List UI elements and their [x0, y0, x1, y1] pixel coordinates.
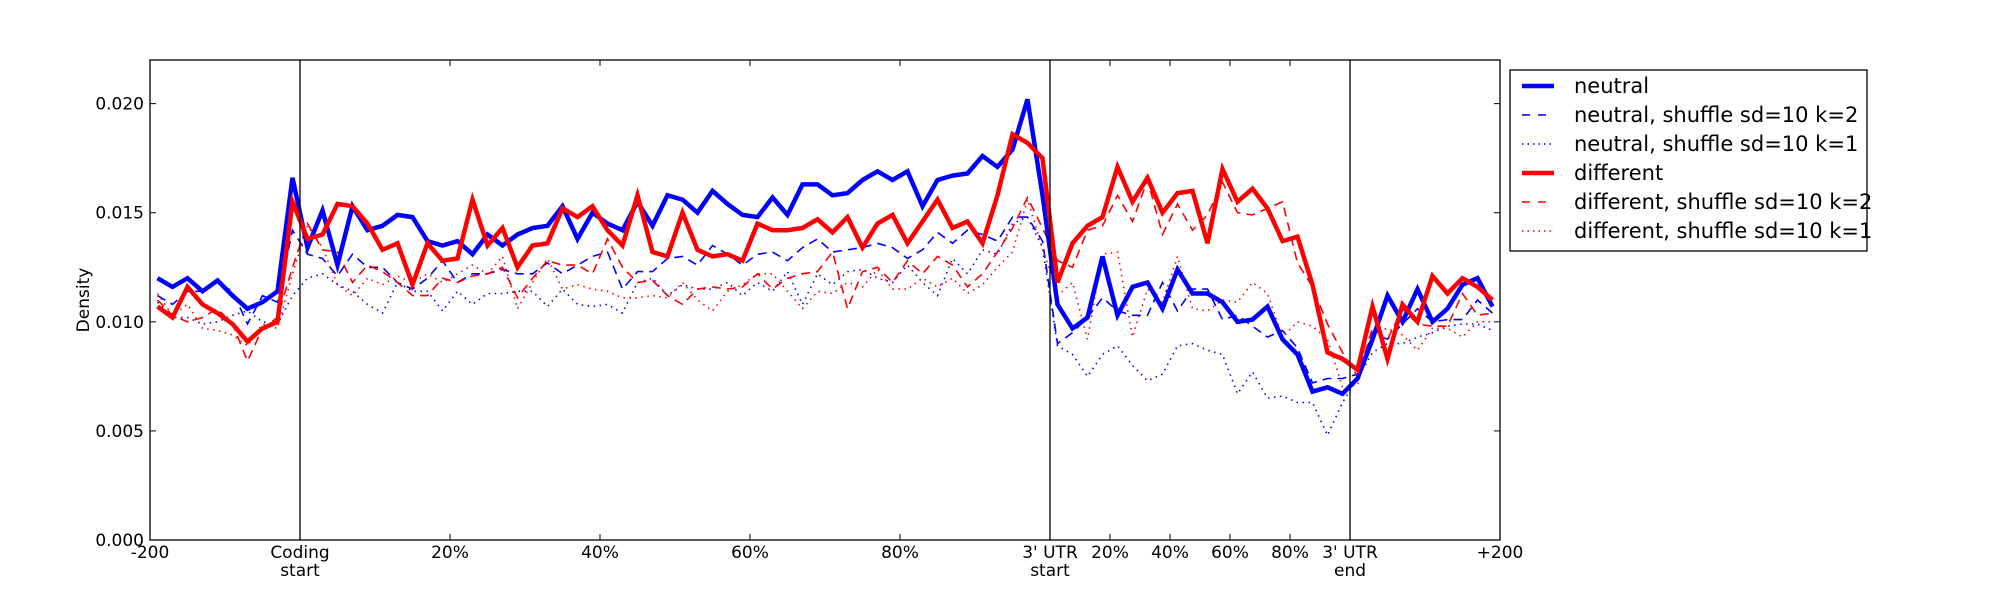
x-tick-label-line: 20% — [431, 543, 469, 563]
y-tick-label: 0.020 — [95, 95, 144, 115]
legend-entry: different, shuffle sd=10 k=2 — [1522, 190, 1872, 214]
legend-label: neutral, shuffle sd=10 k=2 — [1574, 103, 1858, 127]
legend-label: neutral — [1574, 74, 1649, 98]
x-tick-label: 3' UTR end — [1322, 543, 1378, 581]
y-tick-label: 0.015 — [95, 204, 144, 224]
series-line-3 — [156, 130, 1494, 374]
x-tick-label: -200 — [131, 543, 170, 563]
x-tick-label-line: Coding — [270, 543, 329, 563]
series-line-2 — [156, 216, 1493, 438]
series-line-5 — [156, 196, 1493, 389]
series-line-1 — [157, 216, 1494, 384]
x-tick-label-line: start — [1030, 561, 1070, 581]
y-axis-label: Density — [74, 268, 94, 333]
x-tick-label: 20% — [1091, 543, 1129, 563]
legend-entry: neutral — [1522, 74, 1649, 98]
x-tick-label-line: end — [1334, 561, 1366, 581]
x-tick-label-line: 3' UTR — [1322, 543, 1378, 563]
y-tick-label: 0.000 — [95, 531, 144, 551]
y-tick-label: 0.010 — [95, 313, 144, 333]
x-tick-label-line: 3' UTR — [1022, 543, 1078, 563]
x-tick-label-line: 40% — [1151, 543, 1189, 563]
x-tick-label: 40% — [1151, 543, 1189, 563]
series-layer — [156, 98, 1495, 438]
x-tick-label: 60% — [731, 543, 769, 563]
legend-entry: neutral, shuffle sd=10 k=1 — [1522, 132, 1858, 156]
x-tick-label-line: 80% — [881, 543, 919, 563]
legend-box — [1509, 69, 1868, 252]
legend-entry: neutral, shuffle sd=10 k=2 — [1522, 103, 1858, 127]
y-tick-label: 0.005 — [95, 422, 144, 442]
legend-label: different — [1574, 161, 1663, 185]
x-tick-label-line: 40% — [581, 543, 619, 563]
x-tick-label-line: -200 — [131, 543, 170, 563]
legend-entry: different — [1522, 161, 1663, 185]
x-tick-label-line: 80% — [1271, 543, 1309, 563]
x-tick-label-line: 60% — [1211, 543, 1249, 563]
legend-label: neutral, shuffle sd=10 k=1 — [1574, 132, 1858, 156]
x-tick-label: +200 — [1477, 543, 1524, 563]
x-tick-label: 80% — [881, 543, 919, 563]
x-tick-label-line: 60% — [731, 543, 769, 563]
x-tick-label: 80% — [1271, 543, 1309, 563]
series-line-0 — [156, 98, 1495, 397]
legend: neutral neutral, shuffle sd=10 k=2 neutral… — [1509, 69, 1872, 252]
x-tick-label: 60% — [1211, 543, 1249, 563]
legend-entry: different, shuffle sd=10 k=1 — [1522, 219, 1872, 243]
legend-label: different, shuffle sd=10 k=2 — [1574, 190, 1872, 214]
x-tick-label-line: +200 — [1477, 543, 1524, 563]
x-tick-label-line: start — [280, 561, 320, 581]
plot-frame — [149, 59, 1501, 541]
x-tick-label: 40% — [581, 543, 619, 563]
x-tick-label-line: 20% — [1091, 543, 1129, 563]
x-tick-label: 3' UTR start — [1022, 543, 1078, 581]
x-tick-label: Coding start — [270, 543, 329, 581]
legend-label: different, shuffle sd=10 k=1 — [1574, 219, 1872, 243]
x-tick-label: 20% — [431, 543, 469, 563]
